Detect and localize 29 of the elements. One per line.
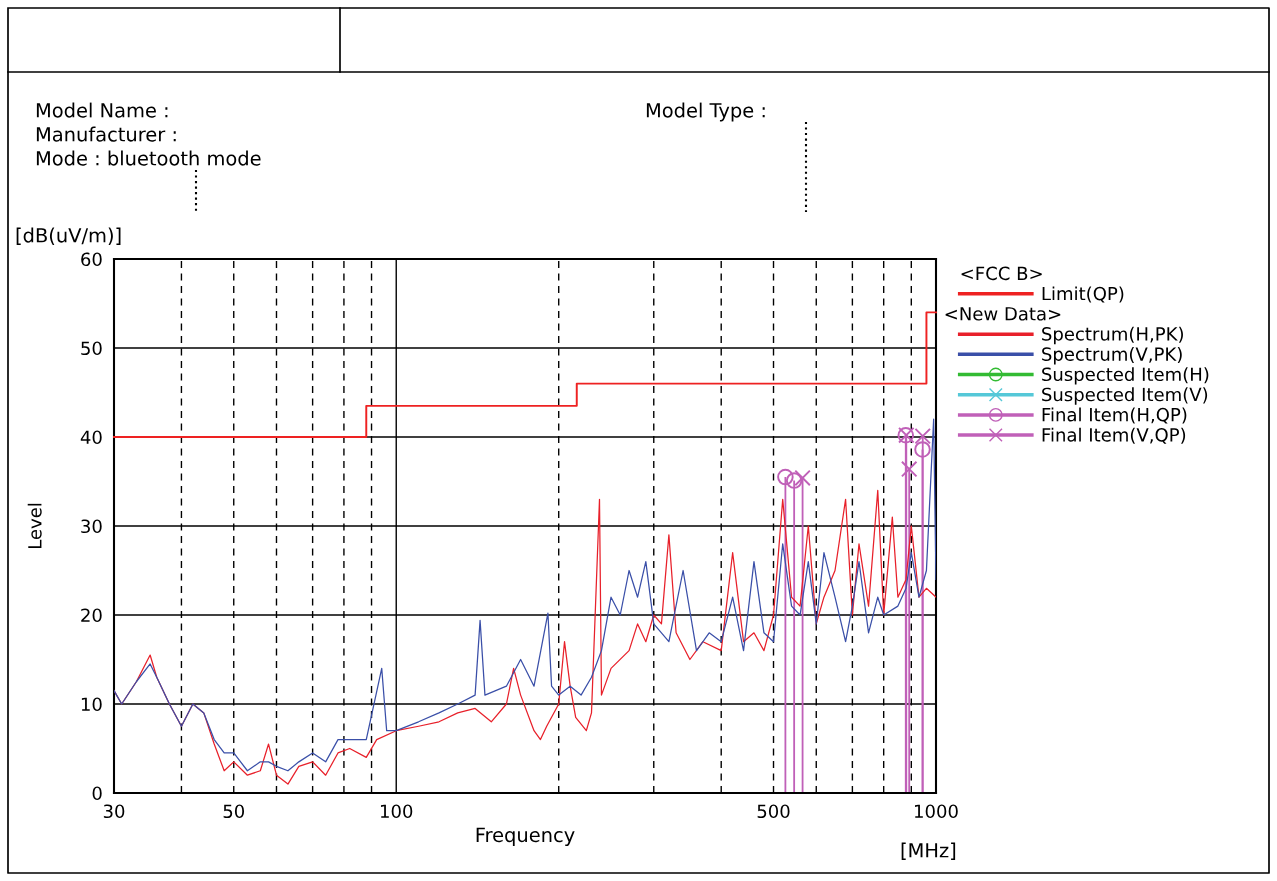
text: <New Data> xyxy=(945,307,1061,321)
y-tick-label: 50 xyxy=(81,341,102,356)
x-tick-label: 50 xyxy=(223,804,245,819)
legend-label: Suspected Item(V) xyxy=(1042,387,1208,405)
text: Mode : bluetooth mode xyxy=(36,150,261,166)
x-tick-label: 500 xyxy=(757,804,790,819)
text: Manufacturer : xyxy=(36,126,176,142)
text: Model Type : xyxy=(646,102,765,122)
text: Model Name : xyxy=(36,102,168,118)
x-tick-label: 100 xyxy=(380,804,413,819)
legend-label: Suspected Item(H) xyxy=(1042,367,1209,385)
y-axis-title: Level xyxy=(27,503,42,549)
text: [dB(uV/m)] xyxy=(16,227,121,245)
x-tick-label: 30 xyxy=(103,804,125,819)
y-tick-label: 40 xyxy=(80,430,102,445)
legend-label: Spectrum(V,PK) xyxy=(1042,346,1182,365)
x-tick-label: 1000 xyxy=(915,804,958,819)
text: [MHz] xyxy=(901,842,956,860)
y-tick-label: 60 xyxy=(81,252,102,267)
x-axis-title: Frequency xyxy=(476,827,575,846)
legend-title: <FCC B> xyxy=(961,266,1042,281)
y-tick-label: 20 xyxy=(81,608,102,623)
y-tick-label: 0 xyxy=(92,786,102,801)
legend-label: Final Item(H,QP) xyxy=(1042,407,1187,424)
legend-label: Limit(QP) xyxy=(1042,286,1124,303)
legend-label: Final Item(V,QP) xyxy=(1042,427,1186,444)
legend-label: Spectrum(H,PK) xyxy=(1042,326,1183,345)
y-tick-label: 10 xyxy=(81,697,102,712)
y-tick-label: 30 xyxy=(81,519,102,534)
